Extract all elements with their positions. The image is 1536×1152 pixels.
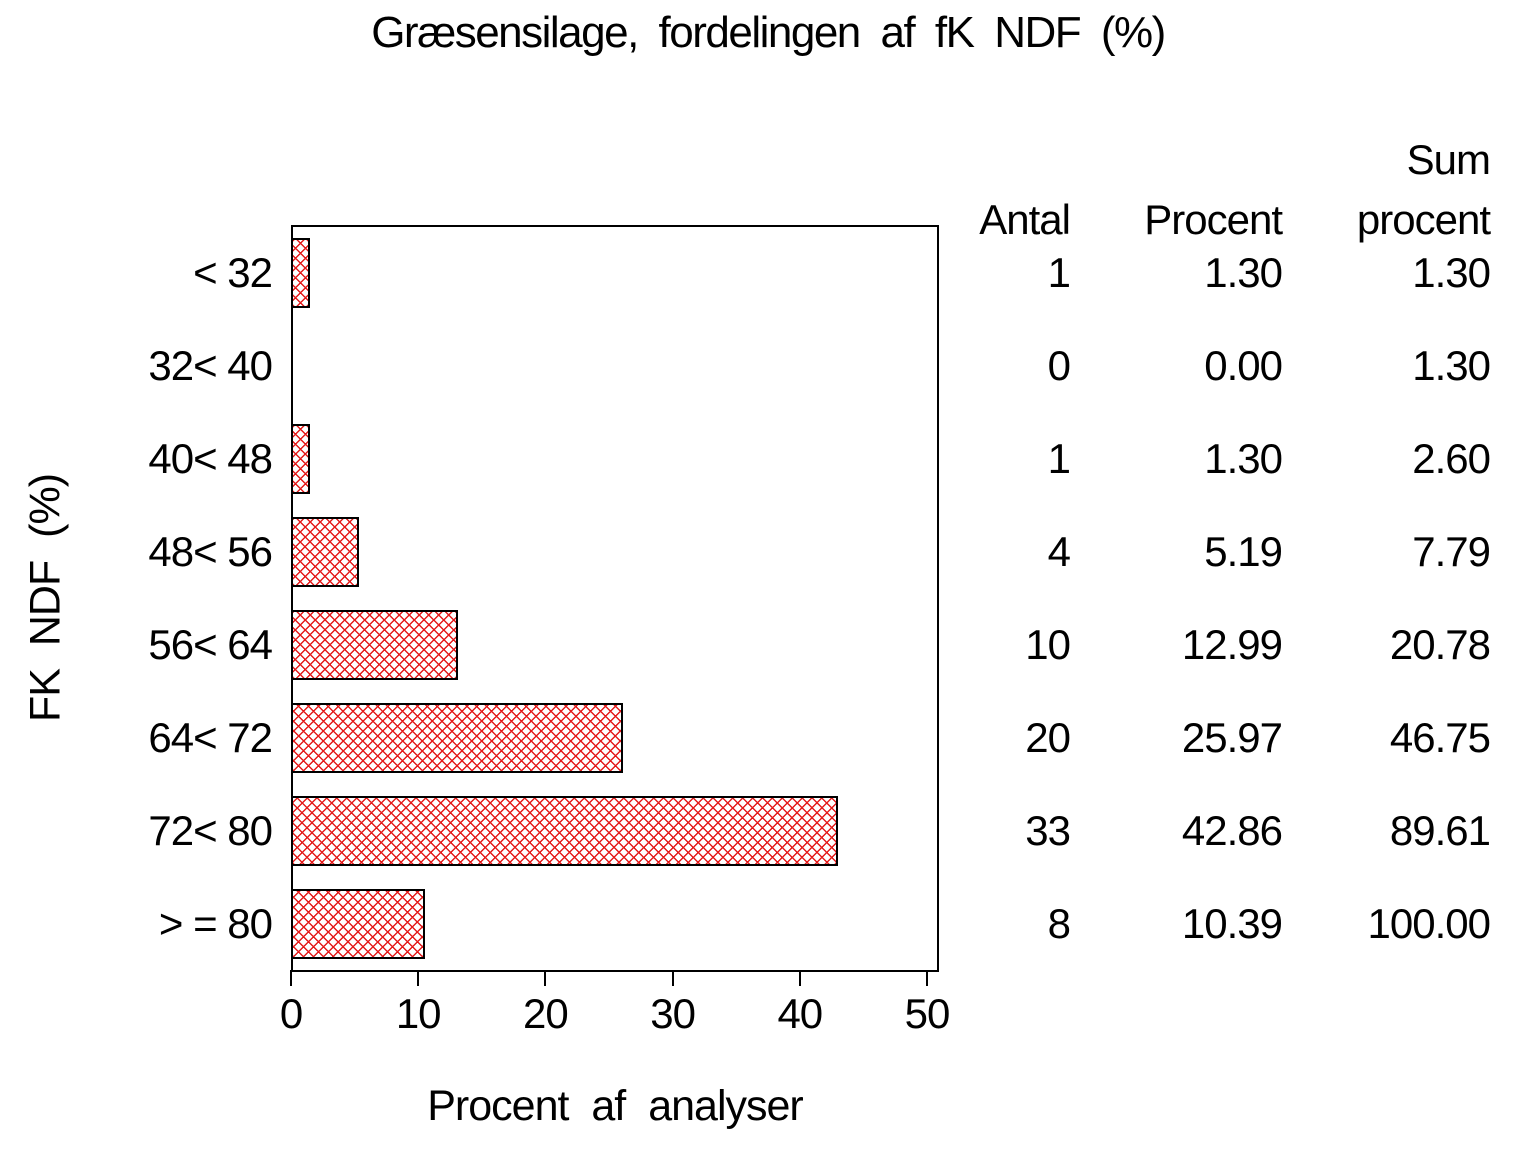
x-tick-4 — [798, 970, 801, 986]
bar-3 — [291, 517, 360, 588]
y-category-label-4: 56< 64 — [148, 620, 273, 668]
table-header-2: procent — [1356, 196, 1491, 243]
x-tick-label-3: 30 — [650, 990, 696, 1037]
bar-0 — [291, 238, 310, 309]
bar-6 — [291, 795, 839, 866]
table-cell-4-0: 10 — [1025, 620, 1071, 668]
table-row-7: 8 10.39 100.00 — [950, 893, 1491, 955]
y-category-label-0: < 32 — [193, 249, 273, 297]
table-cell-5-1: 25.97 — [1181, 713, 1283, 761]
x-tick-3 — [671, 970, 674, 986]
table-header-sum: Sum — [1406, 136, 1491, 183]
table-row-5: 20 25.97 46.75 — [950, 707, 1491, 769]
table-cell-0-2: 1.30 — [1412, 249, 1491, 297]
bar-7 — [291, 888, 426, 959]
x-tick-label-5: 50 — [904, 990, 951, 1037]
x-tick-label-4: 40 — [777, 990, 823, 1037]
table-cell-0-0: 1 — [1047, 249, 1071, 297]
x-tick-0 — [290, 970, 292, 986]
table-header-0: Antal — [979, 196, 1071, 243]
table-cell-5-0: 20 — [1025, 713, 1071, 761]
table-row-6: 33 42.86 89.61 — [950, 800, 1491, 862]
table-cell-5-2: 46.75 — [1389, 713, 1491, 761]
table-row-2: 1 1.30 2.60 — [950, 428, 1491, 490]
bar-2 — [291, 424, 310, 495]
table-row-0: 1 1.30 1.30 — [950, 242, 1491, 304]
table-cell-1-0: 0 — [1047, 342, 1071, 390]
x-axis-title: Procent af analyser — [427, 1082, 803, 1130]
table-cell-1-1: 0.00 — [1204, 342, 1283, 390]
table-cell-7-0: 8 — [1047, 899, 1071, 947]
y-category-label-5: 64< 72 — [148, 713, 273, 761]
table-cell-0-1: 1.30 — [1204, 249, 1283, 297]
table-row-4: 10 12.99 20.78 — [950, 614, 1491, 676]
table-row-1: 0 0.00 1.30 — [950, 335, 1491, 397]
x-tick-label-0: 0 — [279, 990, 303, 1037]
table-cell-2-1: 1.30 — [1204, 435, 1283, 483]
table-cell-3-0: 4 — [1047, 528, 1071, 576]
table-cell-6-2: 89.61 — [1389, 806, 1491, 854]
bar-5 — [291, 702, 624, 773]
y-category-label-1: 32< 40 — [148, 342, 273, 390]
table-cell-4-1: 12.99 — [1181, 620, 1283, 668]
table-cell-6-1: 42.86 — [1181, 806, 1283, 854]
table-header-cells: Antal Procent procent — [950, 189, 1491, 251]
table-header-1: Procent — [1144, 196, 1283, 243]
table-cell-6-0: 33 — [1025, 806, 1071, 854]
y-category-label-6: 72< 80 — [148, 806, 273, 854]
x-tick-5 — [926, 970, 928, 986]
x-tick-1 — [417, 970, 420, 986]
table-cell-1-2: 1.30 — [1412, 342, 1491, 390]
plot-area — [291, 225, 939, 972]
y-category-label-7: > = 80 — [158, 899, 273, 947]
x-tick-label-1: 10 — [395, 990, 442, 1037]
table-cell-3-1: 5.19 — [1204, 528, 1283, 576]
y-axis-title: FK NDF (%) — [21, 473, 70, 723]
table-cell-3-2: 7.79 — [1412, 528, 1491, 576]
bar-4 — [291, 609, 459, 680]
x-tick-label-2: 20 — [523, 990, 569, 1037]
table-cell-7-1: 10.39 — [1181, 899, 1283, 947]
y-category-label-3: 48< 56 — [148, 528, 273, 576]
table-cell-7-2: 100.00 — [1367, 899, 1491, 947]
table-row-3: 4 5.19 7.79 — [950, 521, 1491, 583]
x-tick-2 — [544, 970, 547, 986]
chart-title: Græsensilage, fordelingen af fK NDF (%) — [371, 8, 1166, 57]
table-cell-4-2: 20.78 — [1389, 620, 1491, 668]
table-cell-2-0: 1 — [1047, 435, 1071, 483]
y-category-label-2: 40< 48 — [148, 435, 273, 483]
table-cell-2-2: 2.60 — [1412, 435, 1491, 483]
